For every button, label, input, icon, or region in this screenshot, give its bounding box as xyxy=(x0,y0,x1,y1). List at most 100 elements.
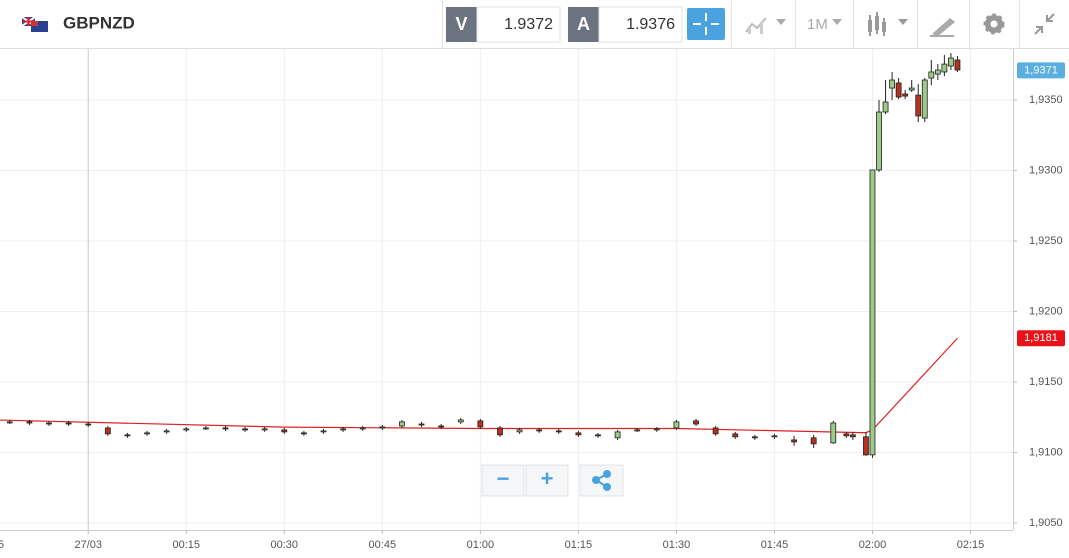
candle-body xyxy=(399,421,405,427)
candle-body xyxy=(497,427,503,436)
candle-body xyxy=(902,93,909,97)
zoom-out[interactable]: − xyxy=(497,466,510,491)
flag xyxy=(21,16,48,32)
candle-body xyxy=(869,169,876,456)
candle-body xyxy=(732,433,739,438)
x-tick-label: 01:00 xyxy=(467,539,495,551)
drawing-tool-button[interactable] xyxy=(930,18,955,37)
sell-label-box[interactable] xyxy=(446,7,477,42)
share-button[interactable] xyxy=(579,464,624,497)
candle-body xyxy=(634,429,641,432)
candle-body xyxy=(65,422,72,425)
zoom-in-button[interactable] xyxy=(525,464,569,497)
candle-body xyxy=(320,430,327,433)
candle-body xyxy=(418,423,425,426)
symbol: GBPNZD xyxy=(63,13,135,32)
y-tick-label: 1,9150 xyxy=(1029,376,1063,388)
candle-body xyxy=(46,422,52,425)
candle-body xyxy=(163,430,170,433)
candle-body xyxy=(830,422,837,444)
sell-label[interactable]: V xyxy=(455,14,467,34)
crosshair-button[interactable] xyxy=(687,8,725,40)
price-badge xyxy=(1017,62,1065,79)
candle-body xyxy=(810,437,817,445)
crosshair-icon xyxy=(693,13,719,35)
candle-body xyxy=(876,111,882,171)
price-badge xyxy=(1017,330,1065,347)
candle-body xyxy=(183,428,190,431)
y-tick-label: 1,9250 xyxy=(1029,235,1063,247)
buy-price-box[interactable] xyxy=(598,6,683,43)
buy-price[interactable]: 1.9376 xyxy=(626,16,675,33)
candle-body xyxy=(242,428,248,431)
x-tick-label: 01:45 xyxy=(761,539,789,551)
candle-body xyxy=(863,436,869,456)
y-tick-label: 1,9300 xyxy=(1029,164,1063,176)
settings-button[interactable] xyxy=(983,13,1005,35)
candle-body xyxy=(908,87,915,91)
x-tick-label: 02:00 xyxy=(859,539,887,551)
timeframe-button[interactable]: 1M xyxy=(807,16,828,33)
candle-body xyxy=(359,427,366,430)
candle-body xyxy=(457,419,464,423)
candle-body xyxy=(477,420,484,428)
x-tick-label: 00:30 xyxy=(271,539,299,551)
y-tick-label: 1,9200 xyxy=(1029,305,1063,317)
candle-body xyxy=(712,427,719,435)
candle-body xyxy=(281,429,288,433)
candle-body xyxy=(144,432,150,435)
sell-price[interactable]: 1.9372 xyxy=(504,16,553,33)
buy-label[interactable]: A xyxy=(577,14,590,34)
candle-body xyxy=(438,425,445,428)
candle-body xyxy=(843,433,850,437)
x-tick-label: 01:15 xyxy=(565,539,593,551)
candle-body xyxy=(948,57,954,67)
candle-body xyxy=(575,432,582,436)
chart-type-button[interactable] xyxy=(745,17,786,34)
candle-body xyxy=(104,427,111,435)
timeframe-arrow xyxy=(832,19,842,25)
candle-body xyxy=(895,82,902,98)
x-tick-label: 00:15 xyxy=(172,539,200,551)
sell-price-box[interactable] xyxy=(476,6,561,43)
candle-body xyxy=(921,79,928,119)
candle-body xyxy=(934,69,941,75)
candle-body xyxy=(261,428,268,431)
candle-body xyxy=(771,435,778,438)
candle-body xyxy=(941,63,948,73)
candle-body xyxy=(915,94,922,117)
candle-body xyxy=(614,431,621,439)
candle-body xyxy=(222,427,229,430)
y-tick-label: 1,9050 xyxy=(1029,517,1063,529)
candle-body xyxy=(595,434,601,437)
candle-body xyxy=(124,434,131,437)
candle-body xyxy=(85,423,92,426)
candle-body xyxy=(26,421,33,424)
candle-body xyxy=(751,436,758,439)
candle-body xyxy=(202,427,209,430)
candle-body xyxy=(791,439,797,443)
candle-body xyxy=(954,59,961,71)
zoom-in[interactable]: + xyxy=(541,466,554,491)
zoom-out-button[interactable] xyxy=(481,464,525,497)
share-icon xyxy=(592,470,611,491)
candle-body xyxy=(379,426,386,429)
candle-body xyxy=(653,428,660,431)
x-tick-label: 02:15 xyxy=(957,539,985,551)
buy-label-box[interactable] xyxy=(568,7,599,42)
candle-body xyxy=(889,79,895,89)
price-badge-label: 1,9371 xyxy=(1024,64,1058,76)
candle-body xyxy=(849,434,856,438)
y-tick-label: 1,9350 xyxy=(1029,94,1063,106)
collapse-button[interactable] xyxy=(1034,13,1055,35)
candle-body xyxy=(340,428,347,431)
x-tick-label: 01:30 xyxy=(663,539,691,551)
candle-style-button[interactable] xyxy=(868,12,908,36)
zoom-controls: − + xyxy=(481,464,624,497)
price-badge-label: 1,9181 xyxy=(1024,332,1058,344)
candle-body xyxy=(882,101,889,113)
candle-body xyxy=(928,71,935,79)
candle-body xyxy=(536,429,543,432)
